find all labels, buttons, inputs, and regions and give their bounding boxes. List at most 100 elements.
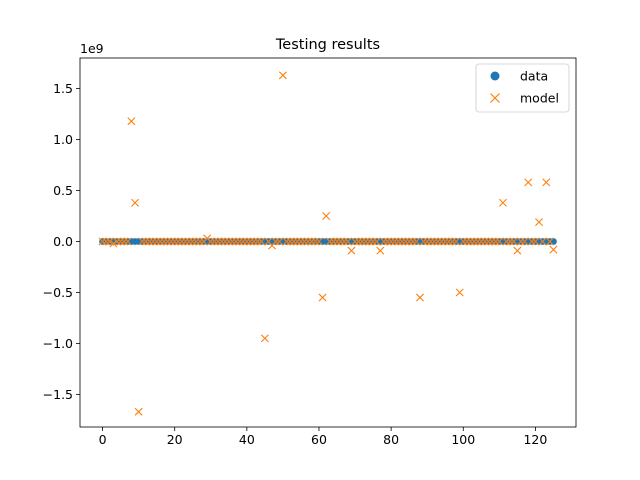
model-point: [152, 237, 161, 246]
model-point: [531, 237, 540, 246]
model-point: [163, 237, 172, 246]
model-point: [513, 246, 522, 255]
model-point: [527, 237, 536, 246]
model-point: [300, 237, 309, 246]
model-point: [112, 237, 121, 246]
model-point: [213, 237, 222, 246]
model-point: [120, 237, 129, 246]
model-point: [538, 237, 547, 246]
x-tick-label: 100: [451, 432, 475, 447]
model-point: [365, 237, 374, 246]
data-point: [550, 238, 557, 245]
model-point: [206, 237, 215, 246]
model-point: [192, 237, 201, 246]
y-tick-label: −1.5: [43, 387, 73, 402]
model-point: [102, 237, 111, 246]
model-point: [253, 237, 262, 246]
model-point: [282, 237, 291, 246]
model-point: [336, 237, 345, 246]
x-tick-label: 40: [239, 432, 255, 447]
y-tick-label: 0.5: [53, 183, 73, 198]
model-point: [430, 237, 439, 246]
model-point: [448, 237, 457, 246]
model-point: [333, 237, 342, 246]
model-point: [271, 237, 280, 246]
model-point: [369, 237, 378, 246]
model-point: [347, 246, 356, 255]
model-point: [358, 237, 367, 246]
model-point: [419, 237, 428, 246]
x-axis-ticks: 0 20 40 60 80 100 120: [99, 427, 547, 447]
model-point: [480, 237, 489, 246]
legend-model-marker: [490, 93, 500, 103]
model-point: [311, 237, 320, 246]
model-point: [141, 237, 150, 246]
model-point: [210, 237, 219, 246]
model-point: [434, 237, 443, 246]
x-tick-label: 20: [167, 432, 183, 447]
x-tick-label: 60: [311, 432, 327, 447]
model-point: [372, 237, 381, 246]
model-point: [329, 237, 338, 246]
model-point: [542, 178, 551, 187]
legend-data-label: data: [520, 69, 548, 84]
model-point: [325, 237, 334, 246]
y-axis-ticks: −1.5 −1.0 −0.5 0.0 0.5 1.0 1.5: [43, 81, 80, 402]
model-point: [361, 237, 370, 246]
model-point: [159, 237, 168, 246]
model-point: [412, 237, 421, 246]
model-point: [228, 237, 237, 246]
model-point: [123, 237, 132, 246]
model-point: [549, 245, 558, 254]
model-point: [167, 237, 176, 246]
model-point: [296, 237, 305, 246]
model-point: [379, 237, 388, 246]
model-point: [509, 237, 518, 246]
model-point: [235, 237, 244, 246]
model-point: [257, 237, 266, 246]
y-tick-label: 1.0: [53, 132, 73, 147]
model-point: [524, 178, 533, 187]
model-point: [174, 237, 183, 246]
model-point: [232, 237, 241, 246]
model-point: [134, 407, 143, 416]
model-point: [340, 237, 349, 246]
model-point: [177, 237, 186, 246]
model-point: [405, 237, 414, 246]
model-point: [293, 237, 302, 246]
y-tick-label: −0.5: [43, 285, 73, 300]
model-point: [498, 198, 507, 207]
model-point: [459, 237, 468, 246]
model-point: [491, 237, 500, 246]
model-point: [217, 237, 226, 246]
model-point: [343, 237, 352, 246]
model-point: [322, 212, 331, 220]
model-point: [506, 237, 515, 246]
model-point: [470, 237, 479, 246]
model-point: [195, 237, 204, 246]
legend-model-label: model: [520, 91, 559, 106]
model-point: [314, 237, 323, 246]
model-point: [455, 288, 464, 297]
model-point: [156, 237, 165, 246]
model-point: [351, 237, 360, 246]
model-point: [423, 237, 432, 246]
model-point: [250, 237, 259, 246]
model-point: [145, 237, 154, 246]
model-point: [98, 237, 107, 246]
model-point: [242, 237, 251, 246]
model-point: [188, 237, 197, 246]
model-point: [170, 237, 179, 246]
model-point: [239, 237, 248, 246]
model-point: [185, 237, 194, 246]
model-point: [383, 237, 392, 246]
model-series: [98, 71, 558, 416]
model-point: [275, 237, 284, 246]
model-point: [535, 218, 544, 227]
model-point: [415, 293, 424, 302]
model-point: [390, 237, 399, 246]
model-point: [105, 237, 114, 246]
model-point: [289, 237, 298, 246]
model-point: [466, 237, 475, 246]
